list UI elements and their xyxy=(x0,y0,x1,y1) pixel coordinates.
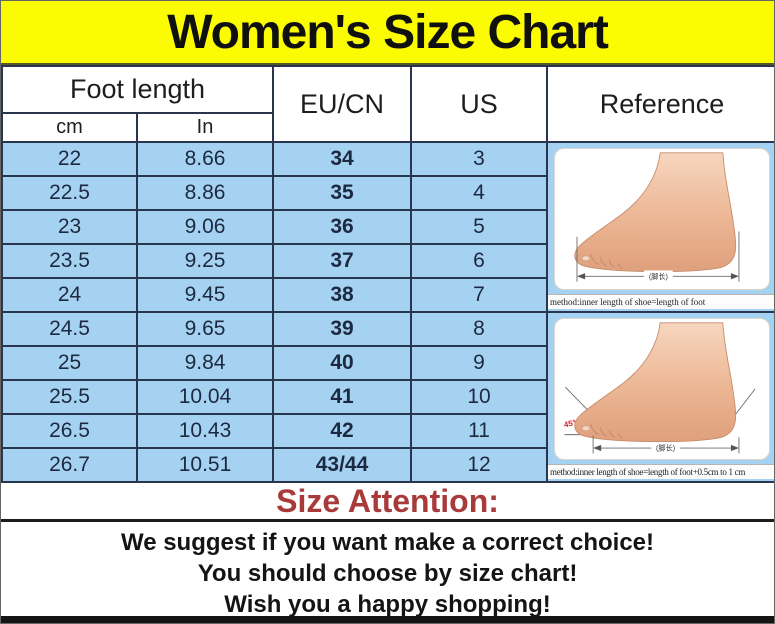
foot-photo-card: 45° (脚长) xyxy=(554,317,770,460)
foot-shape xyxy=(574,321,737,442)
cell-eu: 36 xyxy=(272,209,412,245)
cell-us: 5 xyxy=(410,209,548,245)
cell-cm: 22 xyxy=(1,141,138,177)
col-header-us: US xyxy=(410,65,548,143)
note-line: We suggest if you want make a correct ch… xyxy=(120,529,655,556)
cell-cm: 26.7 xyxy=(1,447,138,483)
note-line: You should choose by size chart! xyxy=(197,560,578,587)
cell-eu: 35 xyxy=(272,175,412,211)
reference-cell-bottom: 45° (脚长) xyxy=(546,311,774,483)
cell-in: 10.04 xyxy=(136,379,274,415)
cell-eu: 38 xyxy=(272,277,412,313)
notes-section: We suggest if you want make a correct ch… xyxy=(1,522,774,618)
cell-in: 9.45 xyxy=(136,277,274,313)
cell-in: 9.06 xyxy=(136,209,274,245)
reference-caption: method:inner length of shoe=length of fo… xyxy=(549,464,774,479)
cell-in: 10.51 xyxy=(136,447,274,483)
note-line: Wish you a happy shopping! xyxy=(224,591,551,618)
reference-figure-1: (脚长) method:inner length of shoe=length … xyxy=(549,144,774,309)
cell-cm: 24.5 xyxy=(1,311,138,347)
cell-us: 11 xyxy=(410,413,548,449)
foot-measure-illustration-icon: (脚长) xyxy=(574,151,740,282)
cell-cm: 22.5 xyxy=(1,175,138,211)
cell-in: 8.66 xyxy=(136,141,274,177)
table-row: 22.5 8.86 35 4 xyxy=(1,175,774,211)
cell-in: 9.84 xyxy=(136,345,274,381)
arrow-label: (脚长) xyxy=(649,271,668,280)
cell-us: 4 xyxy=(410,175,548,211)
table-row: 25.5 10.04 41 10 xyxy=(1,379,774,415)
reference-figure-2: 45° (脚长) xyxy=(549,314,774,479)
attention-heading: Size Attention: xyxy=(276,482,499,519)
cell-in: 9.65 xyxy=(136,311,274,347)
reference-caption: method:inner length of shoe=length of fo… xyxy=(549,294,774,309)
table-row: 26.5 10.43 42 11 xyxy=(1,413,774,449)
angle-45-label: 45° xyxy=(563,418,577,429)
col-header-eu-cn: EU/CN xyxy=(272,65,412,143)
foot-measure-45deg-illustration-icon: 45° (脚长) xyxy=(563,321,756,453)
cell-cm: 25 xyxy=(1,345,138,381)
cell-in: 9.25 xyxy=(136,243,274,279)
cell-cm: 23.5 xyxy=(1,243,138,279)
cell-eu: 39 xyxy=(272,311,412,347)
title-band: Women's Size Chart xyxy=(1,1,774,65)
cell-in: 10.43 xyxy=(136,413,274,449)
col-header-foot-length: Foot length xyxy=(1,65,274,114)
col-header-in: In xyxy=(136,112,274,143)
table-row: 23 9.06 36 5 xyxy=(1,209,774,245)
cell-eu: 37 xyxy=(272,243,412,279)
page-title: Women's Size Chart xyxy=(167,5,609,59)
attention-band: Size Attention: xyxy=(1,483,774,522)
cell-eu: 42 xyxy=(272,413,412,449)
col-header-reference: Reference xyxy=(546,65,774,143)
cell-cm: 25.5 xyxy=(1,379,138,415)
cell-eu: 41 xyxy=(272,379,412,415)
reference-cell-top: (脚长) method:inner length of shoe=length … xyxy=(546,141,774,313)
table-row: 23.5 9.25 37 6 xyxy=(1,243,774,279)
cell-cm: 23 xyxy=(1,209,138,245)
cell-us: 7 xyxy=(410,277,548,313)
cell-eu: 34 xyxy=(272,141,412,177)
table-header: Foot length EU/CN US Reference cm In xyxy=(1,65,774,143)
arrow-label: (脚长) xyxy=(656,443,675,452)
cell-eu: 43/44 xyxy=(272,447,412,483)
foot-photo-card: (脚长) xyxy=(554,147,770,290)
foot-shape xyxy=(574,151,737,272)
cell-us: 3 xyxy=(410,141,548,177)
cell-eu: 40 xyxy=(272,345,412,381)
cell-us: 10 xyxy=(410,379,548,415)
table-row: 24 9.45 38 7 xyxy=(1,277,774,313)
cell-in: 8.86 xyxy=(136,175,274,211)
table-row: 26.7 10.51 43/44 12 xyxy=(1,447,774,483)
table-row: 22 8.66 34 3 xyxy=(1,141,774,313)
cell-us: 9 xyxy=(410,345,548,381)
bottom-border-bar xyxy=(1,616,774,623)
cell-us: 12 xyxy=(410,447,548,483)
cell-cm: 24 xyxy=(1,277,138,313)
cell-us: 6 xyxy=(410,243,548,279)
col-header-cm: cm xyxy=(1,112,138,143)
table-row: 25 9.84 40 9 xyxy=(1,345,774,381)
cell-us: 8 xyxy=(410,311,548,347)
table-row: 24.5 9.65 39 8 xyxy=(1,311,774,483)
cell-cm: 26.5 xyxy=(1,413,138,449)
size-table: Foot length EU/CN US Reference cm In 22 … xyxy=(1,65,774,483)
